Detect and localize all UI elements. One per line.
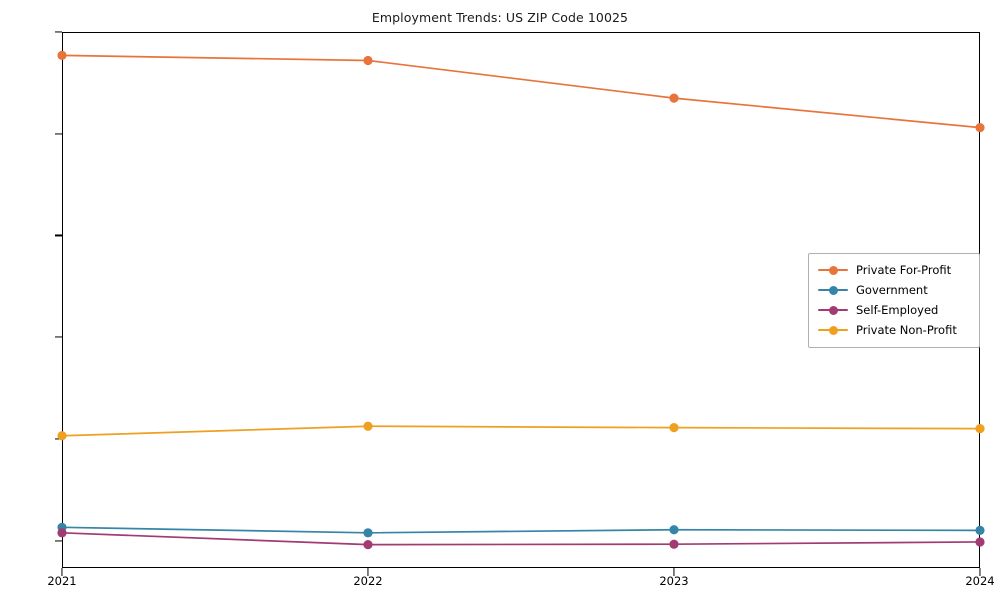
series-self-employed (57, 528, 985, 550)
series-line (61, 526, 981, 534)
y-axis-tick-mark (54, 539, 62, 542)
data-point-marker (975, 525, 985, 535)
y-axis-tick-mark (54, 234, 62, 236)
y-axis-tick-mark (54, 133, 62, 135)
x-axis-tick-mark (979, 568, 981, 576)
x-axis-tick-label: 2023 (659, 574, 689, 588)
data-point-marker (57, 431, 67, 441)
series-line (61, 54, 981, 129)
x-axis-tick-label: 2024 (965, 574, 995, 588)
data-point-marker (363, 421, 373, 431)
data-point-marker (363, 528, 373, 538)
legend-item-label: Government (856, 283, 928, 297)
series-private-non-profit (57, 421, 985, 441)
series-private-for-profit (57, 50, 985, 133)
x-axis-tick-mark (61, 568, 63, 576)
series-line (61, 425, 981, 437)
x-axis-tick-label: 2022 (353, 574, 383, 588)
legend-item[interactable]: Self-Employed (818, 300, 970, 320)
data-point-marker (57, 50, 67, 60)
data-point-marker (57, 528, 67, 538)
series-government (57, 522, 985, 538)
y-axis-tick-mark (54, 336, 62, 338)
legend-item-label: Private Non-Profit (856, 323, 957, 337)
data-point-marker (975, 424, 985, 434)
data-point-marker (669, 539, 679, 549)
legend-item[interactable]: Government (818, 280, 970, 300)
chart-series-layer (57, 50, 985, 550)
y-axis-tick-mark (54, 31, 62, 33)
data-point-marker (669, 93, 679, 103)
legend-item[interactable]: Private Non-Profit (818, 320, 970, 340)
legend-marker-icon (818, 283, 848, 297)
data-point-marker (669, 423, 679, 433)
data-point-marker (363, 55, 373, 66)
x-axis-tick-mark (673, 568, 675, 576)
legend-marker-icon (818, 263, 848, 277)
x-axis-tick-mark (367, 568, 369, 576)
data-point-marker (363, 540, 373, 550)
legend-marker-icon (818, 303, 848, 317)
x-axis-tick-label: 2021 (47, 574, 77, 588)
legend-item[interactable]: Private For-Profit (818, 260, 970, 280)
data-point-marker (669, 525, 679, 535)
data-point-marker (975, 123, 985, 133)
legend-item-label: Self-Employed (856, 303, 939, 317)
chart-legend: Private For-Profit Government Self-Employe… (808, 253, 980, 348)
legend-marker-icon (818, 323, 848, 337)
data-point-marker (975, 537, 985, 547)
y-axis-tick-mark (54, 438, 62, 440)
legend-item-label: Private For-Profit (856, 263, 952, 277)
series-line (61, 531, 981, 546)
chart-title: Employment Trends: US ZIP Code 10025 (371, 10, 629, 25)
